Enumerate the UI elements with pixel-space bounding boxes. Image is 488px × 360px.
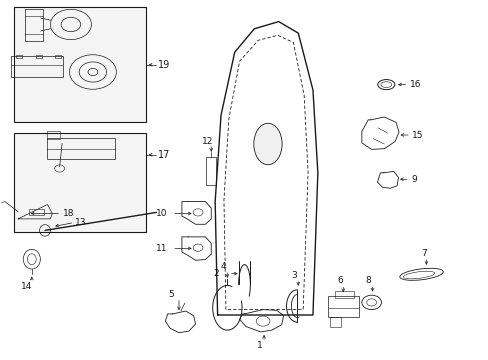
Text: 4: 4 [220, 262, 226, 271]
Text: 15: 15 [411, 130, 423, 139]
Bar [16, 55, 22, 58]
Text: 10: 10 [155, 209, 167, 218]
Text: 14: 14 [21, 282, 33, 291]
Text: 1: 1 [257, 341, 263, 350]
Text: 6: 6 [336, 276, 342, 285]
Bar [29, 209, 44, 215]
Bar [47, 131, 60, 139]
Bar [25, 9, 43, 41]
Text: 11: 11 [155, 244, 167, 253]
Text: 3: 3 [291, 271, 297, 280]
Bar [327, 296, 359, 317]
Bar [329, 317, 340, 327]
Text: 5: 5 [168, 289, 174, 299]
Text: 18: 18 [62, 209, 74, 218]
Text: 12: 12 [201, 136, 213, 145]
Bar [206, 157, 216, 185]
Bar [14, 133, 145, 232]
Text: 9: 9 [411, 175, 417, 184]
Bar [36, 55, 41, 58]
Bar [334, 291, 353, 298]
Text: 19: 19 [157, 60, 169, 70]
Ellipse shape [253, 123, 282, 165]
Text: 13: 13 [75, 218, 87, 227]
Bar [11, 56, 62, 77]
Bar [47, 138, 115, 159]
Bar [14, 7, 145, 122]
Bar [55, 55, 61, 58]
Text: 2: 2 [213, 269, 219, 278]
Text: 16: 16 [409, 80, 421, 89]
Text: 8: 8 [365, 276, 371, 285]
Text: 17: 17 [157, 150, 169, 160]
Text: 7: 7 [420, 249, 426, 258]
